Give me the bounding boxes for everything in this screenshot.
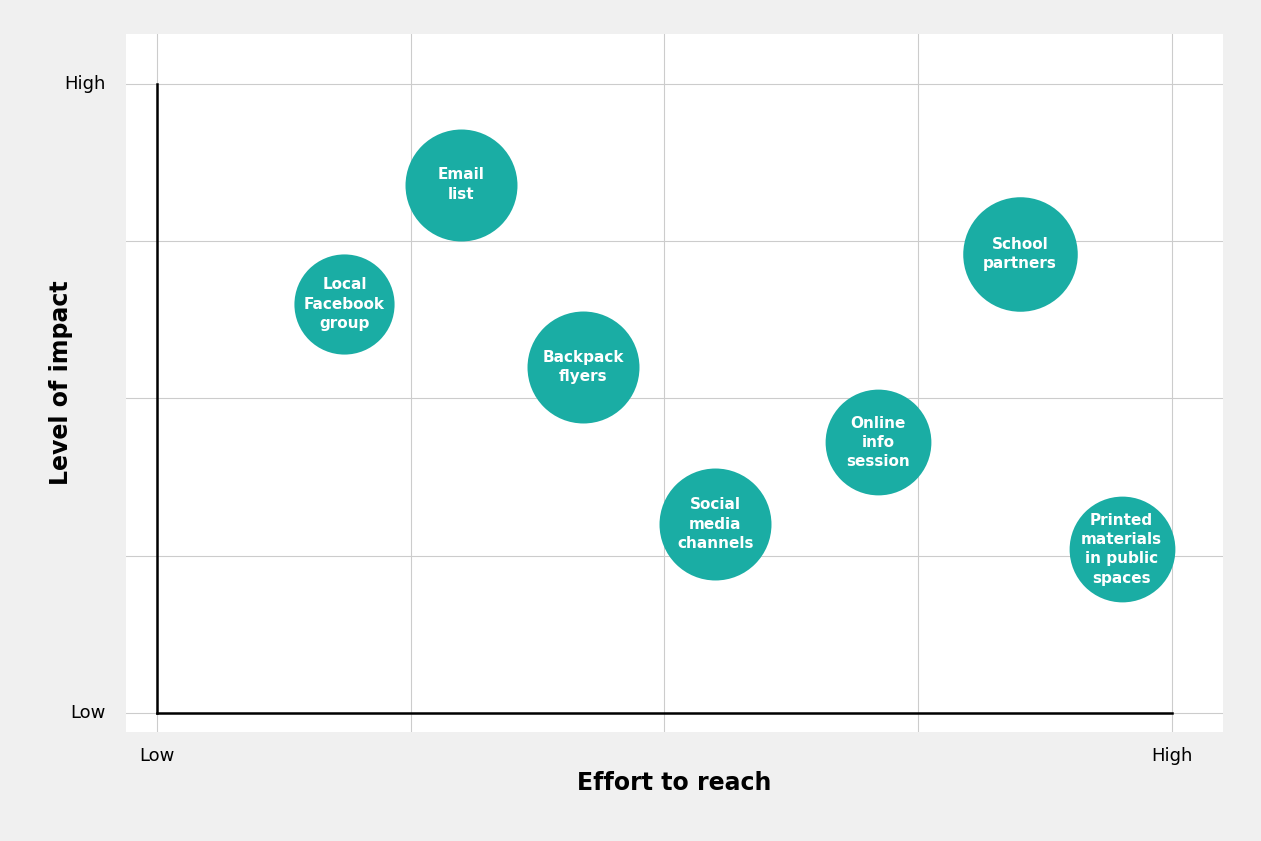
Text: Low: Low xyxy=(139,748,174,765)
Text: High: High xyxy=(64,75,106,93)
Point xyxy=(1111,542,1131,556)
Text: High: High xyxy=(1151,748,1193,765)
X-axis label: Effort to reach: Effort to reach xyxy=(578,770,772,795)
Point xyxy=(574,360,594,373)
Text: Social
media
channels: Social media channels xyxy=(677,497,754,551)
Text: Email
list: Email list xyxy=(438,167,484,202)
Text: Printed
materials
in public
spaces: Printed materials in public spaces xyxy=(1081,513,1163,585)
Y-axis label: Level of impact: Level of impact xyxy=(49,280,73,485)
Text: Low: Low xyxy=(71,704,106,722)
Text: Backpack
flyers: Backpack flyers xyxy=(542,350,624,384)
Point xyxy=(705,517,725,531)
Point xyxy=(334,298,354,311)
Text: School
partners: School partners xyxy=(984,236,1057,271)
Point xyxy=(451,177,472,191)
Point xyxy=(868,436,888,449)
Point xyxy=(1010,247,1030,261)
Text: Local
Facebook
group: Local Facebook group xyxy=(304,278,385,331)
Text: Online
info
session: Online info session xyxy=(846,415,909,469)
